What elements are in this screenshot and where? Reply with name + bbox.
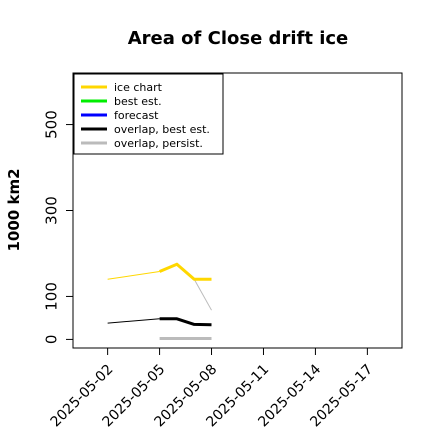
legend-label: forecast <box>114 109 159 122</box>
y-tick-label: 500 <box>42 110 60 139</box>
legend-label: overlap, persist. <box>114 137 203 150</box>
y-tick-label: 0 <box>42 335 60 345</box>
legend-label: best est. <box>114 95 162 108</box>
legend-label: overlap, best est. <box>114 123 210 136</box>
legend-label: ice chart <box>114 81 163 94</box>
connector-line <box>193 279 212 311</box>
y-axis-label: 1000 km2 <box>5 168 23 251</box>
axes: 01003005002025-05-022025-05-052025-05-08… <box>42 110 376 430</box>
connector-line <box>107 318 160 324</box>
chart-title: Area of Close drift ice <box>128 28 349 49</box>
series-line-overlap-best-est <box>159 317 212 327</box>
series-lines <box>107 262 212 340</box>
y-tick-label: 100 <box>42 282 60 311</box>
series-line-ice-chart <box>159 262 212 281</box>
y-tick-label: 300 <box>42 196 60 225</box>
connector-line <box>107 271 160 280</box>
